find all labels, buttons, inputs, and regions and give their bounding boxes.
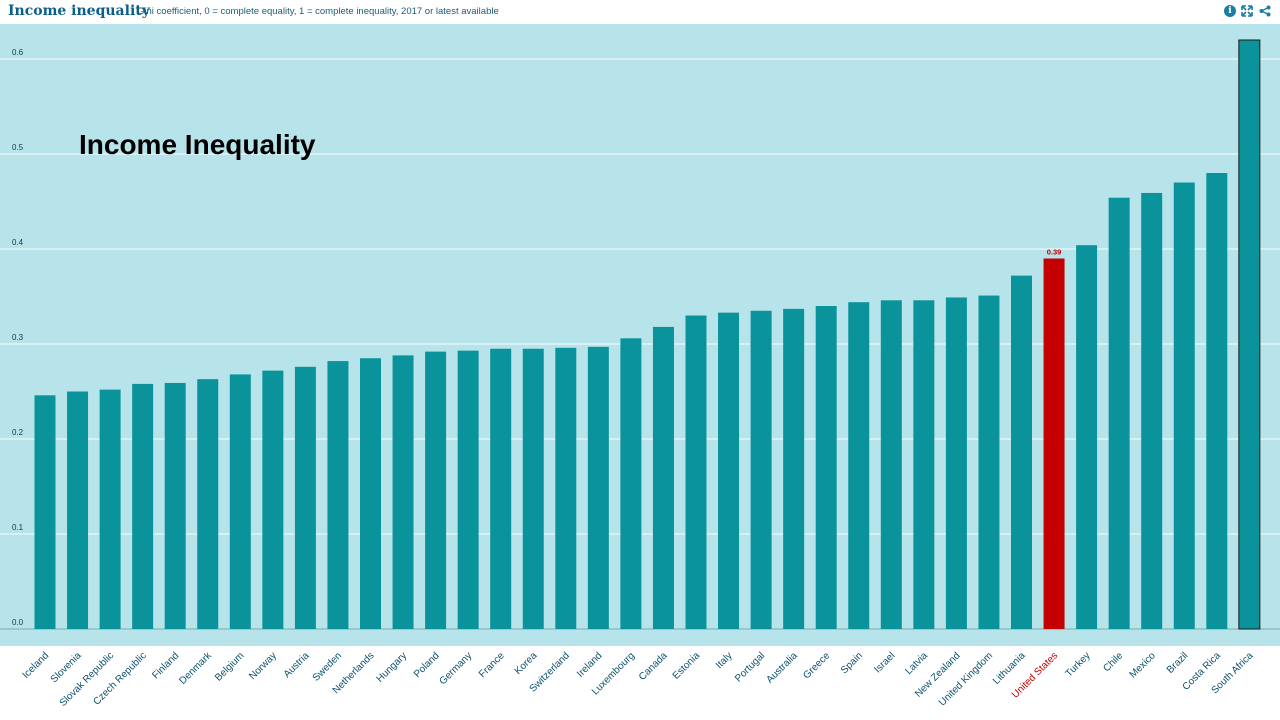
- bar[interactable]: [815, 306, 837, 629]
- x-tick-label: Korea: [513, 650, 540, 677]
- y-tick-label: 0.6: [12, 48, 24, 57]
- x-tick-label: Latvia: [903, 650, 930, 677]
- bar[interactable]: [457, 350, 479, 629]
- bar[interactable]: [99, 389, 121, 629]
- x-tick-label: Brazil: [1165, 650, 1190, 675]
- bar[interactable]: [1108, 197, 1130, 629]
- bar[interactable]: [425, 351, 447, 629]
- x-tick-label: Portugal: [733, 650, 767, 684]
- bar[interactable]: [132, 383, 154, 629]
- x-tick-label: Chile: [1101, 650, 1125, 674]
- x-tick-label: Sweden: [311, 650, 344, 683]
- x-tick-label: Norway: [247, 650, 279, 682]
- y-tick-label: 0.2: [12, 428, 24, 437]
- bar[interactable]: [652, 326, 674, 629]
- bar[interactable]: [978, 295, 1000, 629]
- bar[interactable]: [783, 308, 805, 629]
- bar[interactable]: [913, 300, 935, 629]
- bar[interactable]: [229, 374, 251, 629]
- bar[interactable]: [294, 366, 316, 629]
- bar[interactable]: [197, 379, 219, 629]
- bar[interactable]: [718, 312, 740, 629]
- bar[interactable]: [1076, 245, 1098, 629]
- bar[interactable]: [1011, 275, 1032, 629]
- bar[interactable]: [34, 395, 56, 629]
- bar-chart: 0.0 0.1 0.2 0.3 0.4 0.5 0.6 0.39 IcelandSloven…: [0, 24, 1280, 709]
- bar[interactable]: [490, 348, 512, 629]
- x-tick-label: Hungary: [375, 650, 410, 685]
- bar[interactable]: [164, 382, 186, 629]
- x-tick-label: Australia: [764, 650, 800, 686]
- bar[interactable]: [262, 370, 284, 629]
- y-tick-label: 0.1: [12, 523, 24, 532]
- data-label: 0.39: [1047, 248, 1062, 257]
- bar[interactable]: [1141, 192, 1163, 629]
- x-tick-label: Italy: [714, 650, 735, 671]
- y-tick-label: 0.4: [12, 238, 24, 247]
- bar[interactable]: [880, 300, 902, 629]
- bar[interactable]: [945, 297, 967, 629]
- y-tick-label: 0.5: [12, 143, 24, 152]
- chart-title: Income Inequality: [79, 129, 316, 160]
- bar[interactable]: [750, 310, 772, 629]
- bar[interactable]: [620, 338, 642, 629]
- bar[interactable]: [1206, 173, 1228, 629]
- info-icon[interactable]: i: [1224, 5, 1236, 17]
- x-tick-label: Israel: [872, 650, 897, 675]
- bar[interactable]: [1043, 258, 1065, 630]
- bar[interactable]: [360, 358, 381, 629]
- x-tick-label: Spain: [839, 650, 865, 676]
- bar[interactable]: [522, 348, 544, 629]
- y-axis-ticks: 0.0 0.1 0.2 0.3 0.4 0.5 0.6: [12, 48, 24, 627]
- x-tick-label: Belgium: [213, 650, 246, 683]
- bar[interactable]: [1173, 182, 1195, 630]
- y-tick-label: 0.0: [12, 618, 24, 627]
- bar[interactable]: [587, 346, 609, 629]
- y-tick-label: 0.3: [12, 333, 24, 342]
- x-tick-label: Estonia: [671, 650, 703, 682]
- bar[interactable]: [1238, 39, 1261, 630]
- chart-header-subtitle: Gini coefficient, 0 = complete equality,…: [137, 6, 499, 17]
- share-icon[interactable]: [1258, 4, 1272, 18]
- x-tick-label: Greece: [801, 650, 832, 681]
- bar[interactable]: [685, 315, 707, 630]
- bars: 0.39: [34, 39, 1261, 630]
- x-tick-label: Mexico: [1128, 650, 1158, 680]
- x-tick-label: Austria: [282, 650, 312, 680]
- chart-header: Income inequality Gini coefficient, 0 = …: [0, 0, 1280, 24]
- expand-icon[interactable]: [1240, 4, 1254, 18]
- chart-header-title: Income inequality: [8, 3, 150, 19]
- bar[interactable]: [327, 361, 349, 629]
- x-tick-label: France: [477, 650, 507, 680]
- bar[interactable]: [67, 391, 89, 630]
- bar[interactable]: [848, 302, 870, 629]
- x-tick-label: Finland: [150, 650, 181, 681]
- bar[interactable]: [392, 355, 414, 629]
- x-tick-label: Germany: [437, 650, 474, 687]
- x-tick-label: Poland: [412, 650, 442, 680]
- header-icons: i: [1224, 4, 1272, 18]
- x-tick-label: Canada: [637, 650, 670, 683]
- x-tick-label: Denmark: [177, 650, 214, 687]
- x-tick-label: Turkey: [1064, 650, 1093, 679]
- x-tick-label: Ireland: [575, 650, 604, 679]
- x-tick-label: Iceland: [21, 650, 52, 681]
- bar[interactable]: [555, 347, 577, 629]
